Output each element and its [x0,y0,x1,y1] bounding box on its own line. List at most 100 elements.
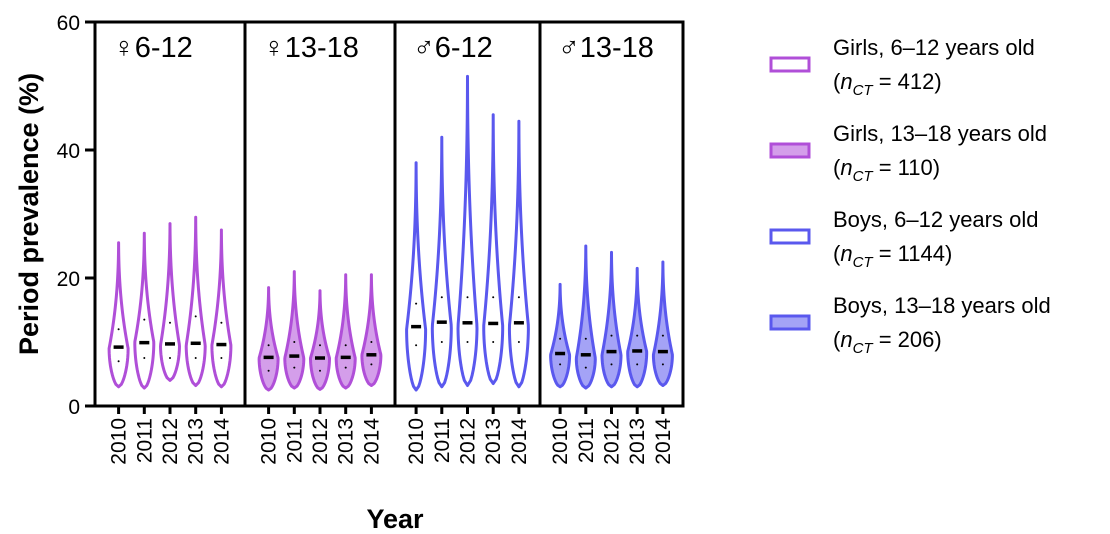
quartile-marker [169,357,171,359]
x-tick-label: 2012 [309,418,332,465]
x-tick-label: 2014 [360,418,383,465]
quartile-marker [344,366,347,369]
violin-2012 [159,222,181,382]
legend-count: (nCT = 110) [833,155,940,185]
quartile-marker [466,341,469,343]
quartile-marker [293,341,296,343]
quartile-marker [415,302,418,305]
legend-item: Boys, 13–18 years old (nCT = 206) [769,293,1051,357]
quartile-marker [267,369,270,372]
plot-area: ♀6-12 ♀13-18 ♂6-12 ♂13-18 [93,20,685,408]
panel-3: ♂6-12 [393,20,542,408]
x-axis-title: Year [366,504,424,534]
y-tick-label: 20 [57,268,80,291]
x-tick-label: 2011 [575,418,598,463]
violin-2014 [210,228,233,389]
legend-item: Boys, 6–12 years old (nCT = 1144) [769,207,1038,271]
violin-2012 [600,250,623,389]
legend-item: Girls, 13–18 years old (nCT = 110) [769,121,1047,185]
quartile-marker [370,363,373,366]
quartile-marker [559,363,562,366]
x-tick-label: 2013 [185,418,208,465]
quartile-marker [559,337,562,340]
panel-label: ♂6-12 [413,32,493,64]
violin-2010 [107,241,130,389]
quartile-marker [636,334,639,337]
x-tick-label: 2012 [601,418,624,465]
quartile-marker [117,328,120,331]
quartile-marker [584,366,587,369]
violin-2010 [549,282,572,389]
x-tick-label: 2013 [335,418,358,465]
legend-swatch [769,228,811,245]
quartile-marker [466,296,469,299]
panel-4: ♂13-18 [538,20,685,408]
violin-2012 [456,74,479,388]
x-tick-label: 2010 [108,418,131,465]
x-tick-label: 2011 [431,418,454,463]
quartile-marker [319,344,321,347]
x-axis: 2010 2011 2012 2013 2014 2010 2011 2012 2013 2014… [108,406,675,465]
x-tick-label: 2012 [159,418,182,465]
legend: Girls, 6–12 years old (nCT = 412) Girls, 1… [769,35,1051,357]
quartile-marker [440,296,443,299]
violin-2011 [430,135,453,389]
legend-swatch [769,142,811,159]
x-tick-label: 2014 [652,418,675,465]
violin-2013 [184,215,207,388]
violin-2014 [651,260,674,388]
quartile-marker [293,366,296,369]
quartile-marker [661,363,664,366]
x-tick-label: 2011 [283,418,306,463]
legend-count: (nCT = 206) [833,327,942,357]
x-tick-label: 2014 [508,418,531,465]
quartile-marker [143,357,146,359]
violin-2012 [309,289,331,391]
x-tick-label: 2010 [405,418,428,465]
y-tick-label: 60 [57,12,80,35]
legend-item: Girls, 6–12 years old (nCT = 412) [769,35,1035,99]
x-tick-label: 2010 [549,418,572,465]
violin-2013 [334,273,357,390]
quartile-marker [370,341,373,343]
quartile-marker [220,321,223,324]
legend-count: (nCT = 412) [833,69,942,99]
violin-2010 [405,161,428,392]
violin-2011 [133,231,156,390]
quartile-marker [319,369,321,372]
quartile-marker [610,363,613,366]
quartile-marker [344,344,347,347]
quartile-marker [661,334,664,337]
violin-2013 [626,266,649,389]
panel-label: ♀13-18 [263,32,359,64]
x-tick-label: 2013 [626,418,649,465]
y-tick-label: 0 [68,396,80,419]
y-axis: 0 20 40 60 [57,12,95,419]
legend-swatch [769,314,811,331]
legend-label: Boys, 13–18 years old [833,293,1051,318]
quartile-marker [169,321,171,324]
quartile-marker [194,315,197,318]
x-tick-label: 2011 [133,418,156,463]
legend-count: (nCT = 1144) [833,241,952,271]
y-axis-title: Period prevalence (%) [14,73,44,355]
violin-2011 [283,270,306,390]
x-tick-label: 2013 [482,418,505,465]
quartile-marker [143,318,146,321]
quartile-marker [194,357,197,359]
panel-2: ♀13-18 [243,20,397,408]
x-tick-label: 2012 [457,418,480,465]
violin-2011 [574,244,597,390]
panel-1: ♀6-12 [93,20,247,408]
quartile-marker [220,357,223,359]
violin-2010 [257,286,280,392]
quartile-marker [584,337,587,340]
panel-label: ♂13-18 [558,32,654,64]
quartile-marker [610,334,613,337]
violin-2014 [360,273,383,388]
quartile-marker [492,341,495,343]
y-tick-label: 40 [57,140,80,163]
x-tick-label: 2010 [258,418,281,465]
quartile-marker [117,360,120,363]
quartile-marker [492,296,495,299]
